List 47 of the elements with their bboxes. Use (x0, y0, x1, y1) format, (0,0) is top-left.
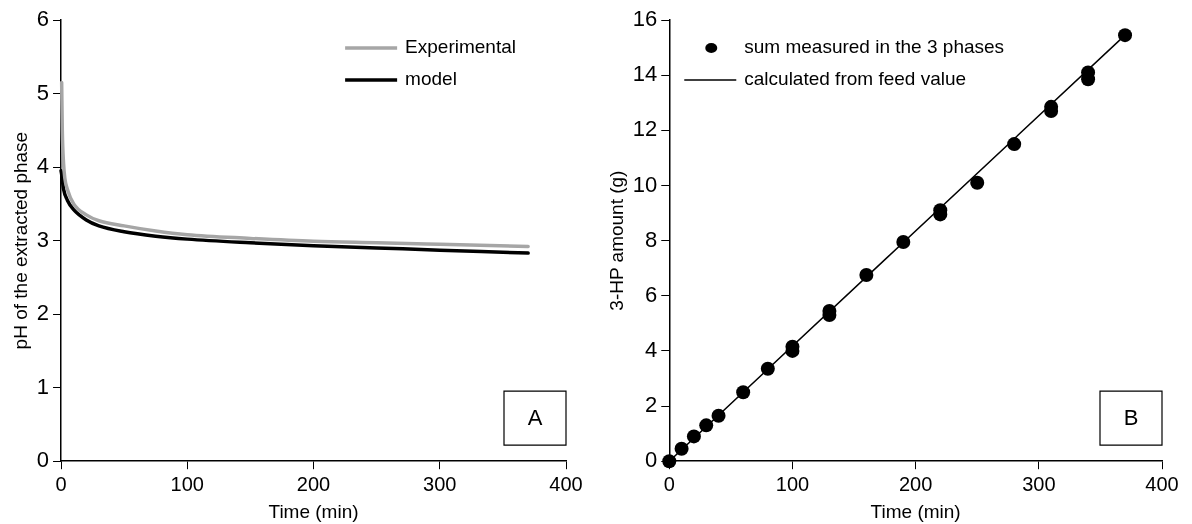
point (674, 441, 689, 456)
y-tick-label: 4 (645, 336, 658, 362)
y-tick-label: 2 (36, 300, 50, 326)
x-tick-label: 0 (55, 472, 67, 495)
x-tick-label: 400 (549, 472, 583, 495)
legend-label: sum measured in the 3 phases (744, 36, 1005, 58)
x-tick-label: 300 (423, 472, 457, 495)
x-tick-label: 200 (296, 472, 331, 495)
x-tick-label: 200 (898, 472, 933, 495)
y-tick-label: 2 (645, 392, 658, 418)
point (699, 418, 714, 433)
y-tick-label: 14 (632, 61, 658, 87)
x-tick-label: 400 (1145, 472, 1179, 495)
point (896, 234, 911, 249)
y-tick-label: 5 (36, 79, 50, 105)
point (970, 175, 985, 190)
point (686, 429, 701, 444)
annotation: B (1123, 405, 1139, 431)
x-axis-title: Time (min) (870, 500, 961, 522)
y-tick-label: 10 (632, 171, 658, 197)
point (1118, 28, 1133, 43)
y-tick-label: 1 (36, 373, 50, 399)
x-tick-label: 0 (663, 472, 675, 495)
x-axis-title: Time (min) (268, 500, 359, 522)
y-tick-label: 16 (632, 6, 658, 32)
point (1007, 137, 1022, 152)
y-axis-title: 3-HP amount (g) (605, 170, 627, 311)
y-tick-label: 6 (645, 281, 658, 307)
legend-label: Experimental (405, 36, 517, 58)
y-tick-label: 0 (645, 447, 658, 473)
y-tick-label: 8 (645, 226, 658, 252)
legend-label: calculated from feed value (744, 68, 967, 90)
y-tick-label: 0 (36, 447, 50, 473)
legend-label: model (405, 68, 457, 90)
annotation: A (527, 405, 543, 431)
x-tick-label: 300 (1022, 472, 1056, 495)
x-tick-label: 100 (170, 472, 204, 495)
y-tick-label: 4 (36, 153, 50, 179)
point (736, 385, 751, 400)
x-tick-label: 100 (775, 472, 810, 495)
point (859, 268, 874, 283)
y-tick-label: 3 (36, 226, 50, 252)
y-axis-title: pH of the extracted phase (9, 131, 31, 350)
y-tick-label: 12 (632, 116, 658, 142)
point (760, 361, 775, 376)
y-tick-label: 6 (36, 6, 50, 32)
point (711, 408, 726, 423)
